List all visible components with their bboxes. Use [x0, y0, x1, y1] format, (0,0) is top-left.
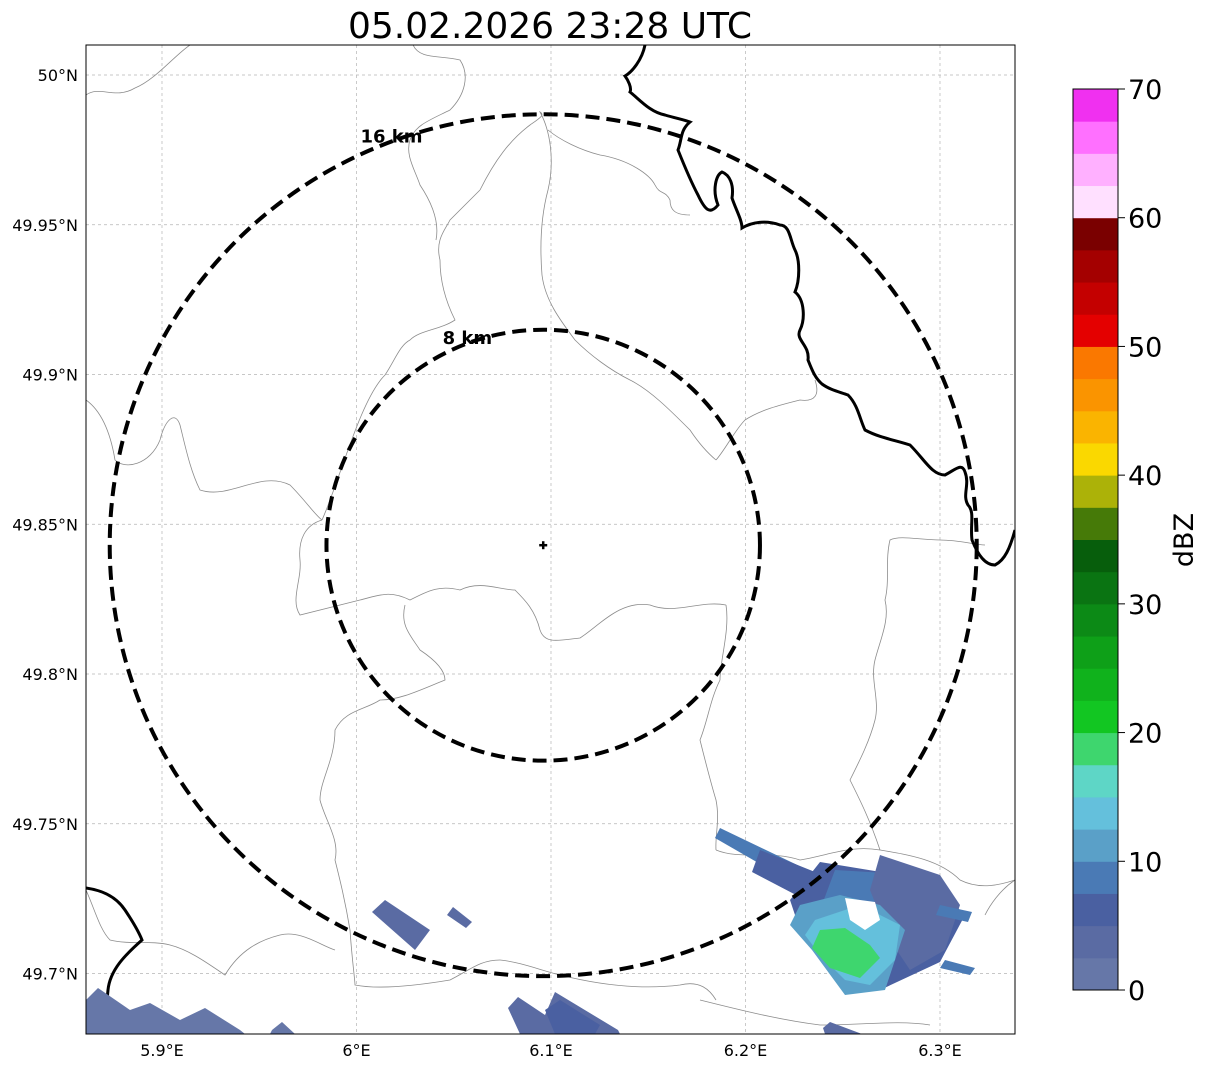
colorbar-bin [1073, 893, 1118, 927]
colorbar-bin [1073, 314, 1118, 347]
colorbar-bin [1073, 346, 1118, 380]
colorbar-bin [1073, 410, 1118, 444]
radar-echoes [86, 828, 975, 1034]
colorbar-tick-label: 70 [1128, 75, 1162, 106]
lat-tick-label: 49.75°N [12, 815, 78, 834]
colorbar-bin [1073, 796, 1118, 830]
colorbar-bin [1073, 603, 1118, 637]
colorbar-bin [1073, 861, 1118, 894]
echo-southeast-cell [715, 828, 975, 995]
colorbar-frame [1072, 88, 1119, 991]
colorbar-bin [1073, 442, 1118, 476]
colorbar-label: dBZ [1169, 513, 1200, 567]
colorbar-bin [1073, 668, 1118, 701]
lat-tick-label: 50°N [38, 66, 78, 85]
map-title: 05.02.2026 23:28 UTC [348, 6, 752, 47]
colorbar-bin [1073, 121, 1118, 154]
colorbar-bin [1073, 732, 1118, 766]
colorbar-bin [1073, 700, 1118, 734]
echo-southwest-band [86, 988, 295, 1034]
colorbar: 0 10 20 30 40 50 60 70 dBZ [1072, 75, 1200, 1007]
latitude-ticks: 50°N 49.95°N 49.9°N 49.85°N 49.8°N 49.75°N 49.… [12, 66, 78, 984]
colorbar-bin [1073, 539, 1118, 573]
lat-tick-label: 49.85°N [12, 515, 78, 534]
range-ring-label: 16 km [360, 126, 422, 147]
colorbar-bin [1073, 636, 1118, 669]
colorbar-bin [1073, 378, 1118, 412]
colorbar-ticks: 0 10 20 30 40 50 60 70 [1118, 75, 1162, 1007]
colorbar-bin [1073, 153, 1118, 187]
colorbar-tick-label: 20 [1128, 719, 1162, 750]
lon-tick-label: 6.3°E [918, 1041, 962, 1060]
lat-tick-label: 49.9°N [22, 366, 78, 385]
longitude-ticks: 5.9°E 6°E 6.1°E 6.2°E 6.3°E [140, 1041, 962, 1060]
colorbar-bin [1073, 282, 1118, 315]
echo-small-west-cell [372, 900, 472, 950]
colorbar-bin [1073, 829, 1118, 862]
lon-tick-label: 6°E [342, 1041, 370, 1060]
colorbar-bin [1073, 475, 1118, 508]
colorbar-tick-label: 60 [1128, 204, 1162, 235]
admin-borders [86, 45, 1015, 1026]
colorbar-bins [1073, 89, 1118, 991]
radar-site-marker [539, 541, 548, 550]
range-ring-16km [107, 112, 979, 979]
colorbar-bin [1073, 764, 1118, 798]
map-frame [85, 44, 1016, 1035]
colorbar-bin [1073, 185, 1118, 219]
colorbar-tick-label: 40 [1128, 461, 1162, 492]
colorbar-tick-label: 30 [1128, 590, 1162, 621]
map-panel[interactable]: 16 km 8 km [85, 44, 1016, 1035]
colorbar-bin [1073, 89, 1118, 122]
colorbar-bin [1073, 249, 1118, 283]
lat-tick-label: 49.7°N [22, 965, 78, 984]
lat-tick-label: 49.8°N [22, 665, 78, 684]
range-ring-8km [324, 327, 762, 763]
colorbar-tick-label: 50 [1128, 332, 1162, 363]
lat-tick-label: 49.95°N [12, 216, 78, 235]
range-rings: 16 km 8 km [107, 112, 979, 979]
colorbar-bin [1073, 957, 1118, 991]
lon-tick-label: 5.9°E [140, 1041, 184, 1060]
colorbar-bin [1073, 217, 1118, 251]
range-ring-label: 8 km [443, 328, 493, 349]
colorbar-bin [1073, 571, 1118, 605]
colorbar-tick-label: 0 [1128, 976, 1145, 1007]
colorbar-bin [1073, 925, 1118, 959]
colorbar-bin [1073, 507, 1118, 540]
lon-tick-label: 6.2°E [724, 1041, 768, 1060]
lon-tick-label: 6.1°E [529, 1041, 573, 1060]
echo-south-center-band [508, 992, 862, 1034]
colorbar-tick-label: 10 [1128, 847, 1162, 878]
